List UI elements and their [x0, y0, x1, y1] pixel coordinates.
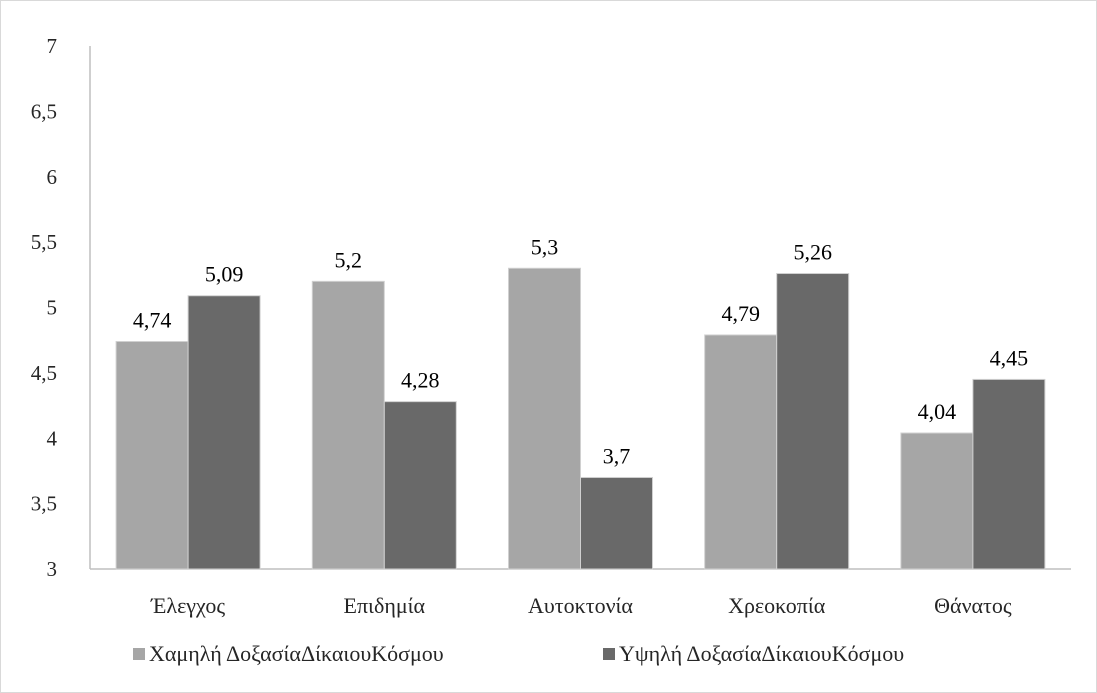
x-tick-label: Χρεοκοπία	[728, 593, 826, 618]
bar	[508, 267, 581, 570]
y-tick-label: 6,5	[31, 99, 57, 123]
data-label: 3,7	[603, 443, 631, 468]
y-tick-label: 3,5	[31, 492, 57, 516]
y-tick-label: 4,5	[31, 361, 57, 385]
y-tick-label: 7	[47, 34, 58, 58]
x-axis: Έλεγχος Επιδημία Αυτοκτονία Χρεοκοπία Θάνατο…	[90, 568, 1071, 618]
bar	[311, 280, 385, 570]
legend-swatch	[603, 648, 615, 660]
y-tick-label: 6	[47, 165, 58, 189]
legend-label: Χαμηλή ΔοξασίαΔίκαιουΚόσμου	[149, 641, 444, 666]
legend-label: Υψηλή ΔοξασίαΔίκαιουΚόσμου	[619, 641, 904, 666]
x-tick-label: Επιδημία	[344, 593, 426, 618]
bar	[115, 340, 189, 570]
bars	[115, 267, 1046, 570]
bar	[900, 432, 974, 570]
data-label: 4,79	[721, 301, 760, 326]
bar	[383, 401, 457, 570]
data-label: 5,26	[793, 240, 832, 265]
legend: Χαμηλή ΔοξασίαΔίκαιουΚόσμου Υψηλή Δοξασία…	[133, 641, 904, 666]
data-label: 4,28	[401, 368, 440, 393]
bar	[972, 378, 1046, 570]
y-tick-label: 5	[47, 296, 58, 320]
data-labels: 4,74 5,09 5,2 4,28 5,3 3,7 4,79 5,26 4,04 4,45	[133, 234, 1028, 468]
y-axis: 3 3,5 4 4,5 5 5,5 6 6,5 7	[31, 34, 91, 581]
y-tick-label: 5,5	[31, 230, 57, 254]
bar	[580, 476, 653, 570]
data-label: 4,45	[990, 345, 1029, 370]
bar	[704, 334, 778, 570]
legend-swatch	[133, 648, 145, 660]
data-label: 4,04	[918, 399, 957, 424]
x-tick-label: Αυτοκτονία	[528, 593, 633, 618]
y-tick-label: 3	[47, 557, 58, 581]
data-label: 4,74	[133, 307, 172, 332]
data-label: 5,3	[531, 234, 559, 259]
data-label: 5,09	[205, 262, 244, 287]
x-tick-label: Έλεγχος	[150, 593, 225, 618]
bar	[776, 273, 850, 570]
y-tick-label: 4	[47, 426, 58, 450]
x-tick-label: Θάνατος	[934, 593, 1012, 618]
bar	[187, 295, 261, 570]
data-label: 5,2	[335, 247, 363, 272]
